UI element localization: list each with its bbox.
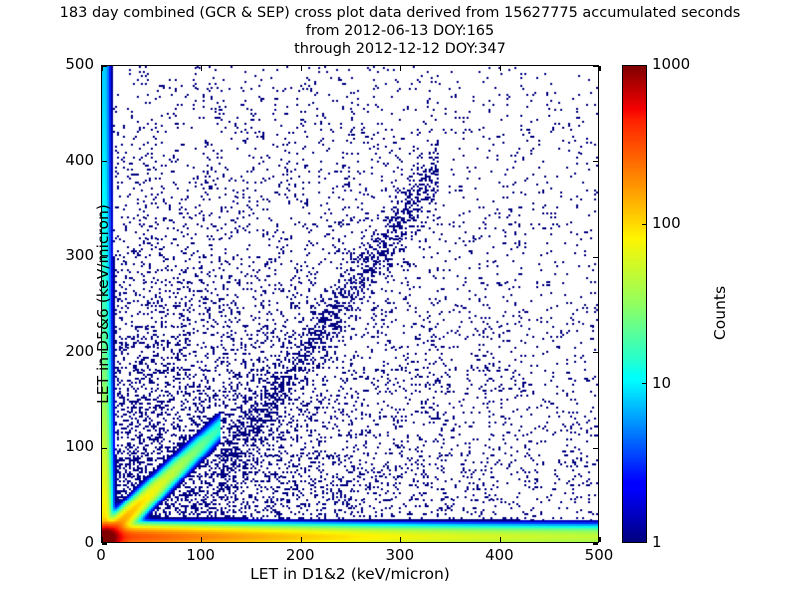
colorbar-tick — [642, 223, 647, 225]
y-axis-tick — [593, 543, 598, 545]
y-axis-tick — [593, 447, 598, 450]
y-axis-tick — [593, 160, 598, 163]
colorbar-title: Counts — [711, 285, 729, 341]
x-axis-tick — [300, 537, 302, 542]
y-axis-tick — [102, 447, 107, 450]
x-axis-tick — [200, 537, 203, 542]
y-axis-tick-label: 0 — [84, 533, 94, 551]
colorbar — [622, 65, 647, 543]
x-axis-tick — [599, 66, 601, 71]
colorbar-tick-label: 1 — [652, 533, 662, 551]
y-axis-tick — [102, 352, 107, 354]
x-axis-tick — [499, 537, 502, 542]
y-axis-tick — [102, 543, 107, 545]
y-axis-tick — [102, 65, 107, 67]
y-axis-tick — [593, 352, 598, 354]
x-axis-tick — [599, 537, 601, 542]
figure-title: 183 day combined (GCR & SEP) cross plot … — [0, 4, 800, 58]
y-axis-tick — [102, 160, 107, 163]
y-axis-tick — [593, 65, 598, 67]
title-line-1: 183 day combined (GCR & SEP) cross plot … — [59, 5, 741, 21]
title-line-2: from 2012-06-13 DOY:165 — [305, 23, 495, 39]
colorbar-tick — [642, 383, 647, 385]
y-axis-tick — [102, 256, 107, 258]
title-line-3: through 2012-12-12 DOY:347 — [294, 41, 506, 57]
x-axis-tick — [400, 537, 402, 542]
y-axis-tick-label: 400 — [65, 150, 94, 169]
y-axis-tick-label: 200 — [65, 341, 94, 360]
x-axis-tick — [101, 537, 103, 542]
x-axis-tick — [300, 66, 302, 71]
y-axis-tick-label: 300 — [65, 246, 94, 265]
x-axis-tick-label: 200 — [285, 546, 315, 564]
y-axis-tick-label: 100 — [65, 437, 94, 456]
x-axis-tick — [400, 66, 402, 71]
x-axis-tick-label: 300 — [385, 546, 415, 564]
colorbar-tick-label: 10 — [652, 373, 672, 392]
x-axis-tick — [101, 66, 103, 71]
x-axis-tick-label: 500 — [584, 546, 614, 564]
x-axis-tick-label: 100 — [186, 546, 215, 564]
x-axis-tick-label: 0 — [96, 546, 106, 564]
y-axis-tick — [593, 256, 598, 258]
y-axis-title: LET in D5&6 (keV/micron) — [94, 204, 112, 404]
x-axis-tick-label: 400 — [485, 546, 514, 564]
plot-area — [101, 65, 601, 545]
colorbar-gradient — [622, 65, 647, 543]
colorbar-tick-label: 100 — [652, 214, 681, 233]
x-axis-tick — [499, 66, 502, 71]
x-axis-title: LET in D1&2 (keV/micron) — [250, 565, 450, 583]
y-axis-tick-label: 500 — [65, 55, 94, 73]
colorbar-tick-label: 1000 — [652, 55, 691, 73]
heatmap-data-layer — [102, 66, 598, 542]
x-axis-tick — [200, 66, 203, 71]
